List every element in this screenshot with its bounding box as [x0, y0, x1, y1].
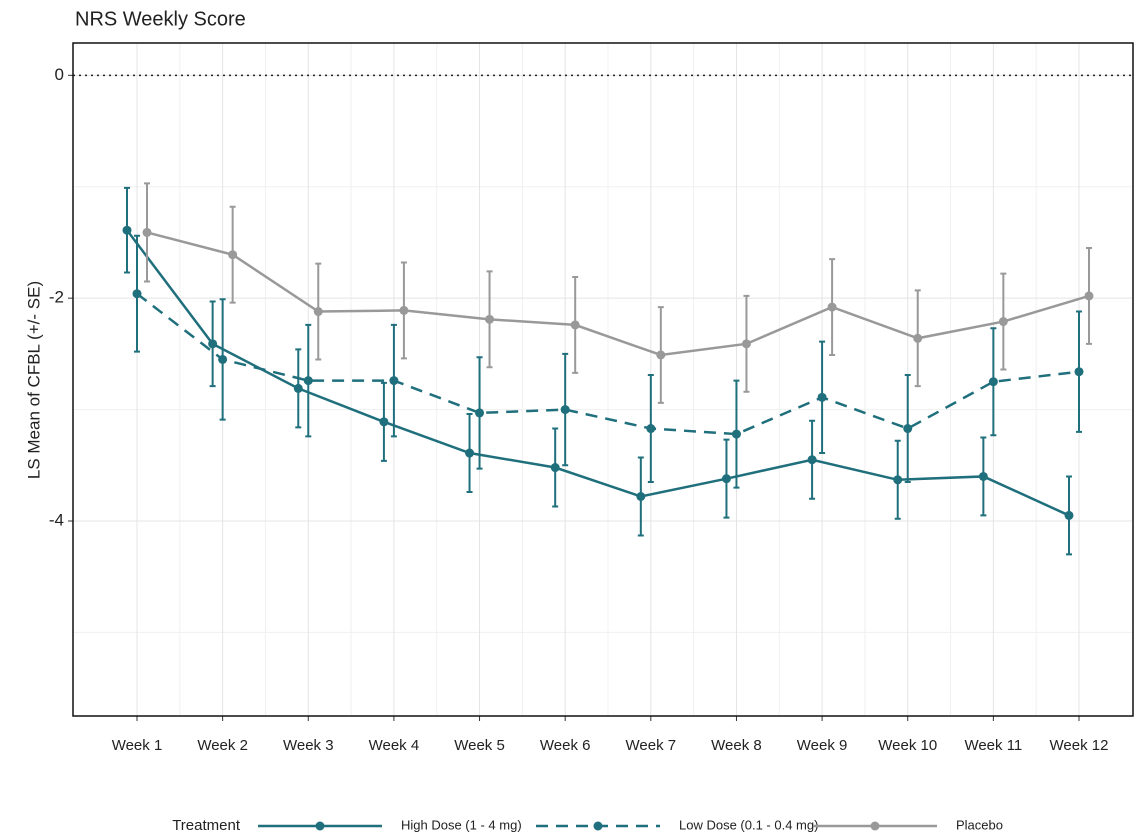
legend-label: Low Dose (0.1 - 0.4 mg) [679, 817, 818, 832]
point [998, 317, 1008, 327]
legend-label: High Dose (1 - 4 mg) [401, 817, 522, 832]
x-tick-label: Week 5 [454, 737, 505, 754]
x-tick-label: Week 10 [878, 737, 937, 754]
x-tick-label: Week 8 [711, 737, 762, 754]
point [142, 227, 152, 237]
series-line [126, 229, 1070, 517]
point [1074, 367, 1084, 377]
point [1064, 510, 1074, 520]
point [731, 429, 741, 439]
point [721, 474, 731, 484]
point [485, 314, 495, 324]
x-tick-label: Week 9 [797, 737, 848, 754]
point [817, 392, 827, 402]
x-tick-label: Week 2 [197, 737, 248, 754]
point [988, 377, 998, 387]
point [741, 339, 751, 349]
y-tick-label: -4 [49, 510, 64, 529]
point [570, 320, 580, 330]
point [218, 354, 228, 364]
y-tick-label: 0 [55, 65, 64, 84]
point [303, 376, 313, 386]
legend-label: Placebo [956, 817, 1003, 832]
point [228, 250, 238, 260]
legend-marker [315, 821, 325, 831]
chart-title: NRS Weekly Score [75, 8, 246, 30]
plot-border [72, 42, 1134, 717]
point [560, 405, 570, 415]
x-tick-label: Week 4 [369, 737, 420, 754]
point [807, 455, 817, 465]
point [646, 424, 656, 434]
point [656, 350, 666, 360]
point [550, 463, 560, 473]
series-line [146, 231, 1090, 357]
y-tick-label: -2 [49, 288, 64, 307]
y-axis-label: LS Mean of CFBL (+/- SE) [24, 281, 43, 479]
point [122, 225, 132, 235]
legend-title: Treatment [172, 817, 241, 834]
point [293, 383, 303, 393]
point [903, 424, 913, 434]
point [465, 448, 475, 458]
point [379, 417, 389, 427]
point [208, 339, 218, 349]
x-tick-label: Week 12 [1050, 737, 1109, 754]
x-tick-label: Week 11 [964, 737, 1022, 754]
point [636, 491, 646, 501]
point [313, 307, 323, 317]
x-tick-label: Week 6 [540, 737, 591, 754]
legend-marker [593, 821, 603, 831]
point [827, 302, 837, 312]
point [399, 305, 409, 315]
x-tick-label: Week 1 [112, 737, 163, 754]
x-tick-label: Week 7 [626, 737, 677, 754]
x-tick-label: Week 3 [283, 737, 334, 754]
legend-marker [870, 821, 880, 831]
point [1084, 291, 1094, 301]
point [978, 471, 988, 481]
series-line [136, 292, 1080, 436]
point [893, 475, 903, 485]
point [475, 408, 485, 418]
point [389, 376, 399, 386]
point [913, 333, 923, 343]
point [132, 289, 142, 299]
